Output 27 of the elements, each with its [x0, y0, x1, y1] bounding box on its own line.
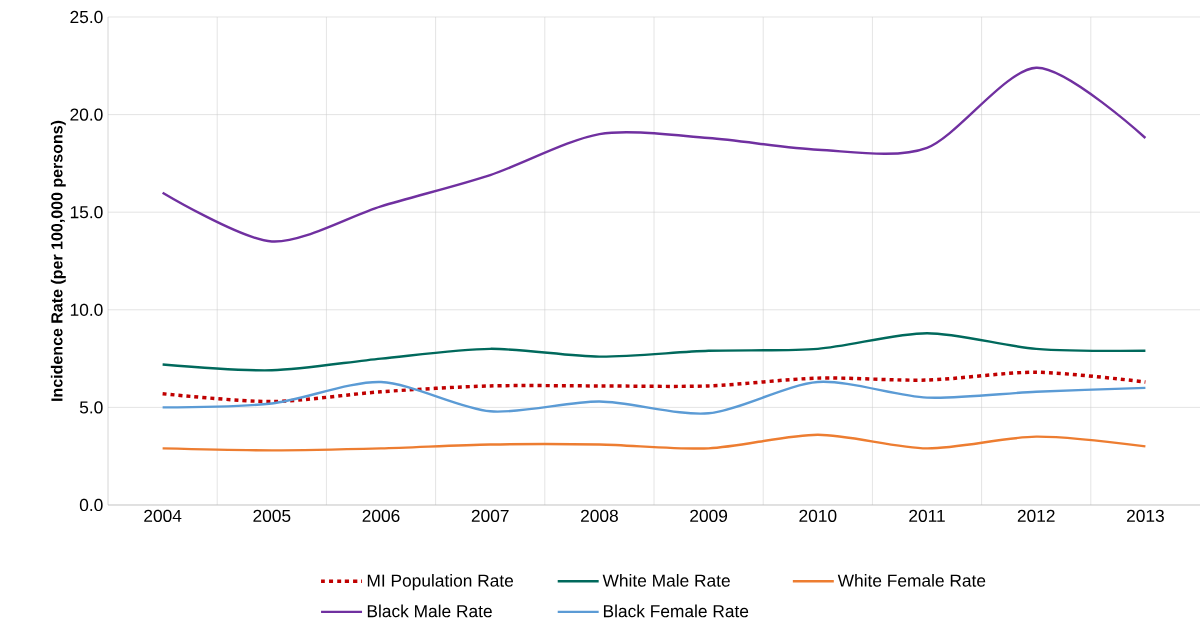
y-axis-title: Incidence Rate (per 100,000 persons)	[50, 120, 66, 401]
line-series	[161, 66, 1147, 243]
x-tick-label: 2012	[1017, 509, 1055, 522]
y-tick-label: 5.0	[79, 401, 103, 414]
x-tick-label: 2007	[471, 509, 509, 522]
legend-label: Black Male Rate	[367, 604, 492, 618]
line-series	[161, 433, 1147, 452]
y-tick-label: 20.0	[70, 108, 103, 121]
x-tick-label: 2011	[909, 509, 945, 522]
x-tick-label: 2008	[581, 509, 618, 522]
line-series	[161, 380, 1147, 415]
x-tick-label: 2006	[362, 509, 400, 522]
line-series	[161, 332, 1147, 372]
x-tick-label: 2009	[690, 509, 728, 522]
x-tick-label: 2010	[799, 509, 837, 522]
legend-label: White Female Rate	[837, 574, 986, 587]
x-tick-label: 2013	[1127, 509, 1164, 522]
y-tick-label: 15.0	[70, 206, 103, 219]
x-tick-label: 2004	[144, 509, 182, 522]
x-tick-label: 2005	[253, 509, 291, 522]
y-tick-label: 25.0	[70, 10, 103, 24]
legend-label: MI Population Rate	[367, 574, 514, 591]
legend-label: Black Female Rate	[603, 604, 749, 618]
y-tick-label: 0.0	[79, 498, 103, 512]
legend-label: White Male Rate	[602, 574, 730, 587]
y-tick-label: 10.0	[70, 303, 103, 316]
line-series	[160, 370, 1148, 404]
